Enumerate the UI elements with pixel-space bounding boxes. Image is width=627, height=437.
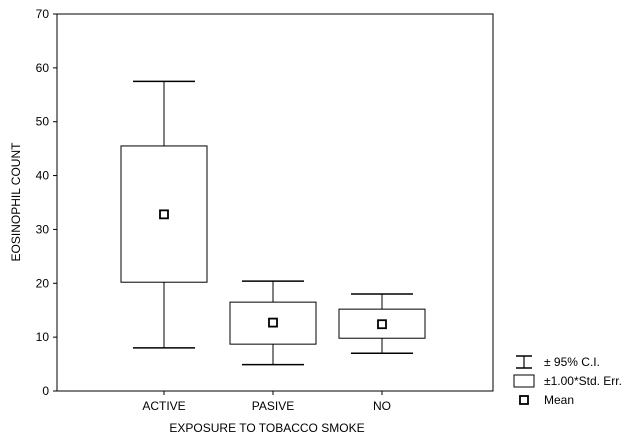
y-tick-label: 70	[36, 7, 50, 21]
mean-legend-symbol	[520, 396, 528, 404]
y-tick-label: 40	[36, 169, 50, 183]
mean-marker	[269, 319, 277, 327]
y-axis-title: EOSINOPHIL COUNT	[9, 142, 23, 262]
y-tick-label: 30	[36, 222, 50, 236]
legend-label: Mean	[544, 393, 574, 407]
y-tick-label: 10	[36, 330, 50, 344]
y-tick-label: 20	[36, 276, 50, 290]
y-tick-label: 0	[42, 384, 49, 398]
x-tick-label: PASIVE	[252, 399, 294, 413]
x-tick-label: NO	[373, 399, 391, 413]
mean-marker	[160, 210, 168, 218]
y-axis-ticks: 0 10 20 30 40 50 60 70	[36, 7, 57, 398]
legend-item-ci: ± 95% C.I.	[516, 355, 600, 369]
box-groups	[121, 81, 425, 364]
box-group-pasive	[230, 281, 316, 364]
legend-label: ±1.00*Std. Err.	[544, 374, 622, 388]
legend: ± 95% C.I. ±1.00*Std. Err. Mean	[514, 355, 622, 407]
box-group-no	[339, 294, 425, 353]
y-tick-label: 50	[36, 115, 50, 129]
legend-item-mean: Mean	[520, 393, 574, 407]
mean-marker	[378, 320, 386, 328]
x-axis-ticks: ACTIVE PASIVE NO	[142, 391, 391, 413]
x-tick-label: ACTIVE	[142, 399, 185, 413]
box-group-active	[121, 81, 207, 348]
x-axis-title: EXPOSURE TO TOBACCO SMOKE	[169, 421, 364, 435]
y-tick-label: 60	[36, 61, 50, 75]
legend-label: ± 95% C.I.	[544, 355, 600, 369]
legend-item-se: ±1.00*Std. Err.	[514, 374, 622, 388]
se-legend-symbol	[514, 375, 534, 387]
